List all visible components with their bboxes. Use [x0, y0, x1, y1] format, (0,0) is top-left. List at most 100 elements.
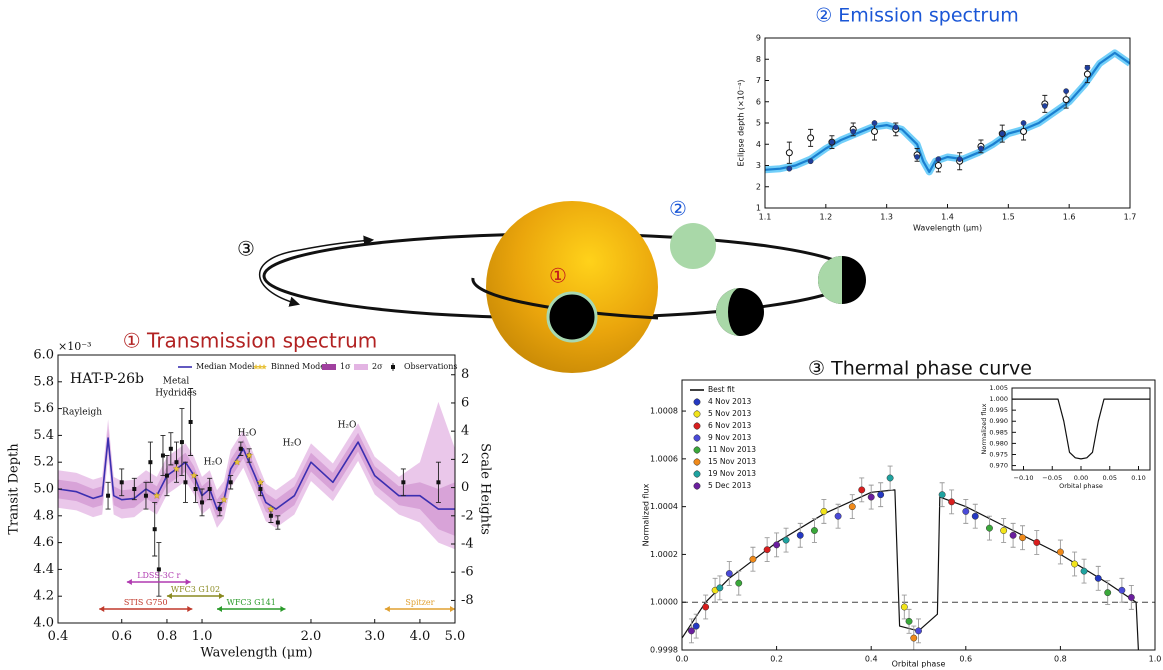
y-tick-label: 4.2 [33, 589, 54, 604]
plot-area [765, 49, 1130, 176]
y-tick-label: 1.0006 [650, 454, 678, 463]
y2-axis-label: Scale Heights [478, 443, 493, 535]
x-tick-label: 0.6 [111, 629, 132, 644]
data-point [796, 531, 804, 539]
legend-label: 15 Nov 2013 [708, 457, 756, 466]
data-point [971, 512, 979, 520]
data-point [735, 579, 743, 587]
data-point [716, 584, 724, 592]
data-point [807, 158, 814, 165]
y-tick-label: 9 [756, 34, 761, 43]
data-point [1019, 534, 1027, 542]
data-point [153, 491, 161, 499]
y-tick-label: 0.985 [989, 428, 1008, 436]
legend-swatch [693, 446, 701, 454]
data-point [877, 491, 885, 499]
chart: −0.10 −0.05 0.00 0.05 0.10 0.970 0.975 0.980 0.9… [980, 384, 1151, 490]
legend-label: 11 Nov 2013 [708, 445, 756, 454]
y-tick-label: 0.975 [989, 450, 1008, 458]
orbit-diagram: ① ② ③ [237, 197, 866, 373]
legend-swatch [253, 364, 259, 370]
x-tick-label: 1.4 [941, 213, 954, 222]
y-tick-label: 8 [756, 55, 761, 64]
data-point [786, 165, 793, 172]
y-axis-label: Normalized flux [642, 483, 651, 546]
data-point [1009, 531, 1017, 539]
y-tick-label: 4.8 [33, 508, 54, 523]
chart: ② Emission spectrum 1.1 1.2 1.3 1.4 1.5 1.6 1.7… [737, 5, 1137, 233]
legend: Best fit 4 Nov 2013 5 Nov 2013 6 Nov 2013 9 … [690, 385, 756, 490]
legend-label: 9 Nov 2013 [708, 433, 751, 442]
data-point [190, 471, 198, 479]
instrument-label: WFC3 G102 [171, 585, 220, 594]
data-point [1118, 586, 1126, 594]
y-tick-label: 1.0004 [650, 502, 678, 511]
y-tick-label: 4.6 [33, 535, 54, 550]
data-point [245, 451, 253, 459]
y2-tick-label: 4 [461, 424, 469, 439]
annotation: H₂O [238, 429, 257, 439]
data-point [848, 503, 856, 511]
data-point [910, 634, 918, 642]
data-point [1071, 560, 1079, 568]
x-axis-label: Orbital phase [892, 660, 946, 669]
x-tick-label: 0.6 [959, 655, 972, 664]
data-point [233, 458, 241, 466]
y2-tick-label: -6 [461, 565, 474, 580]
data-point [858, 486, 866, 494]
legend: Median Model Binned Model 1σ 2σ Observations [178, 362, 457, 371]
data-point [763, 546, 771, 554]
data-point [1063, 88, 1069, 94]
data-point [119, 480, 124, 485]
x-tick-label: 1.7 [1124, 213, 1137, 222]
x-tick-label: −0.05 [1042, 474, 1062, 482]
x-tick-label: 1.0 [1149, 655, 1162, 664]
x-tick-label: 1.2 [819, 213, 832, 222]
data-point [174, 460, 179, 465]
y-tick-label: 0.995 [989, 406, 1008, 414]
annotation: H₂O [338, 421, 357, 431]
data-point [217, 507, 222, 512]
data-point [207, 487, 212, 491]
data-point [1020, 128, 1028, 135]
data-point [132, 487, 137, 491]
data-point [871, 128, 878, 135]
legend-swatch [354, 364, 368, 370]
legend-swatch [261, 364, 267, 370]
y-tick-label: 2 [756, 182, 761, 191]
y-axis-label: Normalized flux [980, 403, 988, 454]
legend-swatch [693, 470, 701, 478]
x-tick-label: 0.05 [1103, 474, 1117, 482]
instrument-label: Spitzer [405, 598, 434, 607]
y-tick-label: 6.0 [33, 348, 54, 363]
data-point [1104, 589, 1112, 597]
legend-label: 5 Nov 2013 [708, 409, 751, 418]
data-point [1041, 103, 1048, 109]
data-point [401, 480, 406, 485]
data-point [1127, 593, 1135, 601]
x-tick-label: 3.0 [364, 629, 385, 644]
x-tick-label: 0.00 [1074, 474, 1088, 482]
x-tick-label: 0.8 [1054, 655, 1067, 664]
plot-frame [57, 354, 456, 624]
data-point [948, 498, 956, 506]
plot-frame [764, 37, 1131, 209]
y2-tick-label: -4 [461, 537, 474, 552]
data-point [172, 465, 181, 473]
legend-swatch [693, 410, 701, 418]
x-axis-label: Wavelength (μm) [200, 646, 312, 661]
data-point [156, 567, 161, 572]
data-point [256, 478, 265, 486]
legend-label: Best fit [708, 385, 735, 394]
x-tick-label: 1.5 [1002, 213, 1015, 222]
data-point [143, 493, 148, 498]
x-tick-label: 1.3 [880, 213, 893, 222]
plot-frame [1011, 387, 1151, 471]
data-point [934, 162, 942, 169]
orbit-front [471, 277, 659, 320]
legend-swatch [322, 364, 336, 370]
data-point [220, 495, 228, 503]
x-tick-label: 4.0 [410, 629, 431, 644]
y-tick-label: 0.980 [989, 439, 1008, 447]
